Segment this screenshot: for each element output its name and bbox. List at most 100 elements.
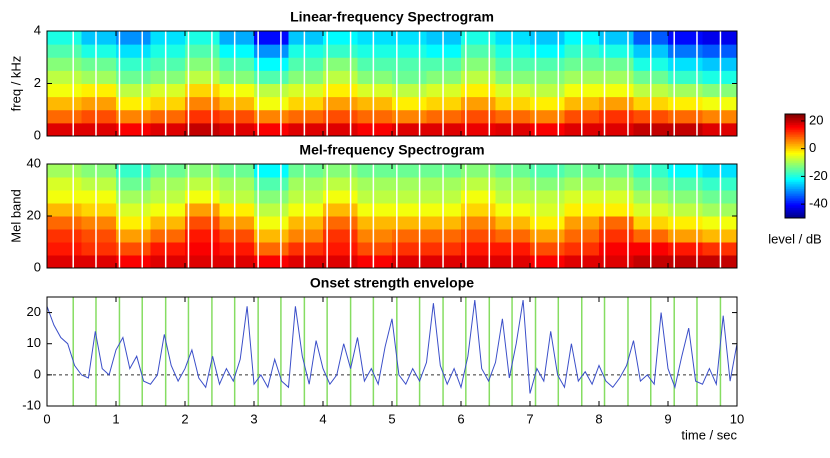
x-tick-label: 7 xyxy=(526,411,533,426)
heatmap-cell xyxy=(116,203,151,217)
heatmap-cell xyxy=(461,83,496,98)
colorbar-segment xyxy=(785,131,805,134)
heatmap-cell xyxy=(288,255,324,269)
heatmap-cell xyxy=(461,255,496,269)
heatmap-cell xyxy=(599,31,634,45)
colorbar-segment xyxy=(785,188,805,191)
colorbar-segment xyxy=(785,174,805,177)
heatmap-cell xyxy=(185,83,220,98)
heatmap-cell xyxy=(323,255,358,269)
heatmap-cell xyxy=(47,109,82,124)
colorbar-segment xyxy=(785,166,805,169)
heatmap-cell xyxy=(219,122,255,137)
heatmap-cell xyxy=(323,164,358,178)
heatmap-cell xyxy=(288,57,324,71)
heatmap-cell xyxy=(150,57,186,71)
colorbar-segment xyxy=(785,211,805,214)
colorbar-segment xyxy=(785,193,805,196)
heatmap-cell xyxy=(599,242,634,256)
heatmap-cell xyxy=(254,70,289,84)
heatmap-cell xyxy=(116,57,151,71)
heatmap-cell xyxy=(150,31,186,45)
x-tick-label: 10 xyxy=(730,411,744,426)
heatmap-cell xyxy=(47,255,82,269)
panel-title: Onset strength envelope xyxy=(310,275,474,291)
heatmap-cell xyxy=(150,122,186,137)
heatmap-cell xyxy=(323,96,358,111)
colorbar-tick-label: 0 xyxy=(809,140,816,155)
heatmap-cell xyxy=(357,190,393,204)
heatmap-cell xyxy=(323,122,358,137)
heatmap-cell xyxy=(530,216,565,230)
colorbar-segment xyxy=(785,148,805,151)
y-tick-label: 20 xyxy=(27,207,41,222)
heatmap-cell xyxy=(219,203,255,217)
colorbar-segment xyxy=(785,155,805,158)
heatmap-cell xyxy=(426,31,462,45)
heatmap-cell xyxy=(288,83,324,98)
heatmap-cell xyxy=(530,57,565,71)
heatmap-cell xyxy=(530,122,565,137)
heatmap-cell xyxy=(599,109,634,124)
heatmap-cell xyxy=(495,177,531,191)
heatmap-cell xyxy=(426,216,462,230)
colorbar-segment xyxy=(785,152,805,155)
heatmap-cell xyxy=(426,164,462,178)
heatmap-cell xyxy=(599,96,634,111)
heatmap-cell xyxy=(288,164,324,178)
heatmap-cell xyxy=(254,109,289,124)
heatmap-cell xyxy=(530,109,565,124)
heatmap-cell xyxy=(116,109,151,124)
colorbar-segment xyxy=(785,164,805,167)
heatmap-cell xyxy=(461,203,496,217)
heatmap-cell xyxy=(668,122,703,137)
heatmap-cell xyxy=(185,216,220,230)
heatmap-cell xyxy=(495,44,531,58)
heatmap-cell xyxy=(392,96,427,111)
heatmap-cell xyxy=(461,57,496,71)
heatmap-cell xyxy=(219,44,255,58)
heatmap-cell xyxy=(116,83,151,98)
heatmap-cell xyxy=(254,96,289,111)
heatmap-cell xyxy=(219,177,255,191)
heatmap-cell xyxy=(81,70,117,84)
colorbar-segment xyxy=(785,185,805,188)
heatmap-cell xyxy=(81,44,117,58)
colorbar-segment xyxy=(785,178,805,181)
heatmap-cell xyxy=(426,242,462,256)
heatmap-cell xyxy=(116,190,151,204)
heatmap-cell xyxy=(185,164,220,178)
heatmap-cell xyxy=(426,190,462,204)
heatmap-cell xyxy=(47,122,82,137)
heatmap-cell xyxy=(495,164,531,178)
heatmap-cell xyxy=(116,96,151,111)
colorbar-segment xyxy=(785,114,805,117)
colorbar-segment xyxy=(785,202,805,205)
heatmap-cell xyxy=(185,203,220,217)
heatmap-cell xyxy=(668,229,703,243)
heatmap-cell xyxy=(530,190,565,204)
heatmap-cell xyxy=(288,203,324,217)
heatmap-cell xyxy=(323,190,358,204)
colorbar-segment xyxy=(785,207,805,210)
heatmap-cell xyxy=(81,203,117,217)
heatmap-cell xyxy=(392,203,427,217)
colorbar-segment xyxy=(785,145,805,148)
heatmap-cell xyxy=(461,229,496,243)
colorbar-label: level / dB xyxy=(768,231,821,246)
heatmap-cell xyxy=(323,109,358,124)
colorbar-segment xyxy=(785,153,805,157)
colorbar-segment xyxy=(785,183,805,186)
colorbar-segment xyxy=(785,119,805,122)
colorbar-segment xyxy=(785,127,805,131)
heatmap-cell xyxy=(599,203,634,217)
panel-title: Mel-frequency Spectrogram xyxy=(299,142,484,158)
heatmap-cell xyxy=(495,190,531,204)
heatmap-cell xyxy=(599,83,634,98)
heatmap-cell xyxy=(254,83,289,98)
x-tick-label: 1 xyxy=(112,411,119,426)
heatmap-cell xyxy=(323,31,358,45)
heatmap-cell xyxy=(47,203,82,217)
y-tick-label: 4 xyxy=(34,22,41,37)
heatmap-cell xyxy=(254,164,289,178)
